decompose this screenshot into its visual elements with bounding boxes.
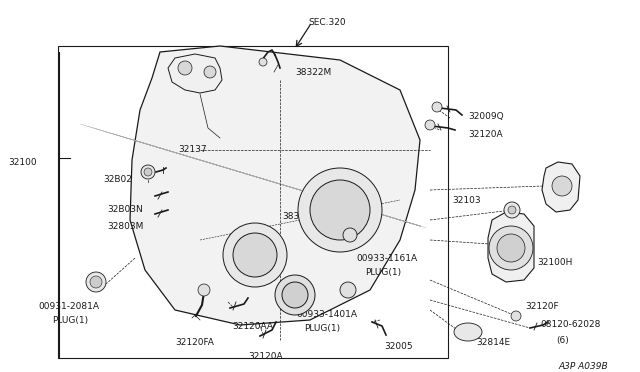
Text: 00933-1161A: 00933-1161A <box>356 254 417 263</box>
Text: SEC.320: SEC.320 <box>308 18 346 27</box>
Circle shape <box>86 272 106 292</box>
Circle shape <box>504 202 520 218</box>
Circle shape <box>141 165 155 179</box>
Circle shape <box>552 176 572 196</box>
Circle shape <box>508 206 516 214</box>
Polygon shape <box>542 162 580 212</box>
Text: 00931-2081A: 00931-2081A <box>38 302 99 311</box>
Text: 32814E: 32814E <box>476 338 510 347</box>
Circle shape <box>282 282 308 308</box>
Text: 08120-62028: 08120-62028 <box>540 320 600 329</box>
Text: 32B03N: 32B03N <box>107 205 143 214</box>
Ellipse shape <box>454 323 482 341</box>
Circle shape <box>204 66 216 78</box>
Text: 32100: 32100 <box>8 158 36 167</box>
Polygon shape <box>168 54 222 93</box>
Circle shape <box>275 275 315 315</box>
Circle shape <box>233 233 277 277</box>
Text: 32B02: 32B02 <box>103 175 132 184</box>
Circle shape <box>223 223 287 287</box>
Circle shape <box>259 58 267 66</box>
Circle shape <box>343 228 357 242</box>
Circle shape <box>298 168 382 252</box>
Polygon shape <box>488 212 534 282</box>
Text: 32120F: 32120F <box>525 302 559 311</box>
Circle shape <box>198 284 210 296</box>
Circle shape <box>497 234 525 262</box>
Bar <box>58 46 448 358</box>
Circle shape <box>178 61 192 75</box>
Circle shape <box>340 282 356 298</box>
Circle shape <box>511 311 521 321</box>
Text: A3P A039B: A3P A039B <box>558 362 607 371</box>
Text: 32137: 32137 <box>178 145 207 154</box>
Text: 32100H: 32100H <box>537 258 572 267</box>
Text: 32120A: 32120A <box>468 130 502 139</box>
Text: 00933-1401A: 00933-1401A <box>296 310 357 319</box>
Text: PLUG(1): PLUG(1) <box>365 268 401 277</box>
Text: 32120A: 32120A <box>248 352 283 361</box>
Circle shape <box>432 102 442 112</box>
Text: 38342N: 38342N <box>282 212 317 221</box>
Circle shape <box>90 276 102 288</box>
Text: (6): (6) <box>556 336 569 345</box>
Text: 32120AA: 32120AA <box>232 322 273 331</box>
Circle shape <box>144 168 152 176</box>
Circle shape <box>425 120 435 130</box>
Text: PLUG(1): PLUG(1) <box>52 316 88 325</box>
Text: 32103: 32103 <box>452 196 481 205</box>
Circle shape <box>489 226 533 270</box>
Text: 32803M: 32803M <box>107 222 143 231</box>
Text: 32005: 32005 <box>384 342 413 351</box>
Text: 38322M: 38322M <box>295 68 332 77</box>
Text: 32120FA: 32120FA <box>175 338 214 347</box>
Text: PLUG(1): PLUG(1) <box>304 324 340 333</box>
Polygon shape <box>130 46 420 325</box>
Text: 32004M: 32004M <box>543 188 579 197</box>
Circle shape <box>310 180 370 240</box>
Text: 32009Q: 32009Q <box>468 112 504 121</box>
